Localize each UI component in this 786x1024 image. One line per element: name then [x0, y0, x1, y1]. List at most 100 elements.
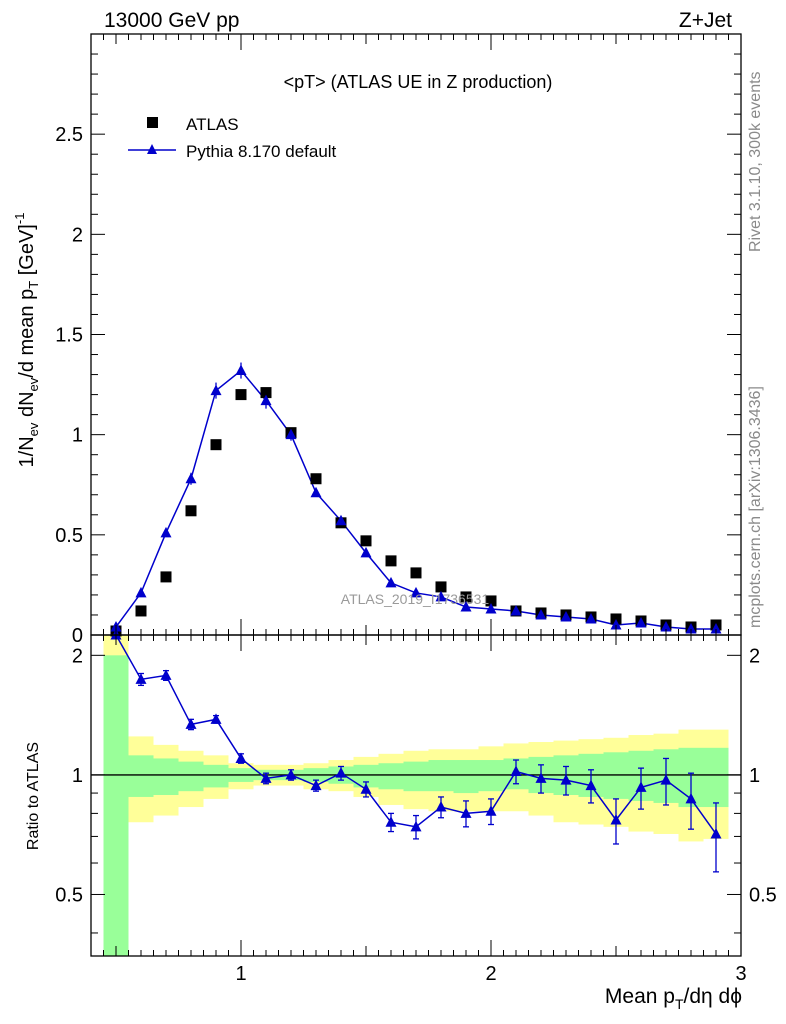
- ratio-point: [160, 669, 172, 680]
- ratio-point: [360, 783, 372, 794]
- ratio-point: [385, 816, 397, 827]
- pythia-point: [710, 622, 722, 634]
- svg-text:1/Nev dNev/d mean pT [GeV]-1: 1/Nev dNev/d mean pT [GeV]-1: [12, 213, 41, 468]
- header-right: Z+Jet: [679, 9, 732, 32]
- band-inner: [403, 761, 429, 792]
- atlas-point: [235, 389, 247, 401]
- ratio-point: [210, 713, 222, 724]
- atlas-point: [135, 605, 147, 617]
- atlas-point: [160, 571, 172, 583]
- pythia-point: [610, 618, 622, 630]
- ratio-y-tick-label-left: 0.5: [55, 884, 83, 906]
- pythia-point: [485, 602, 497, 614]
- pythia-point: [635, 616, 647, 628]
- ratio-point: [535, 772, 547, 783]
- band-inner: [453, 760, 479, 794]
- pythia-point: [360, 546, 372, 558]
- legend: ATLAS Pythia 8.170 default: [128, 115, 337, 161]
- pythia-point: [285, 428, 297, 440]
- pythia-point: [685, 622, 697, 634]
- band-inner: [378, 763, 404, 790]
- ratio-y-tick-label-right: 2: [749, 645, 760, 667]
- pythia-point: [460, 600, 472, 612]
- pythia-point: [510, 604, 522, 616]
- ratio-point: [585, 779, 597, 791]
- ratio-point: [235, 752, 247, 763]
- band-inner: [153, 758, 179, 795]
- pythia-point: [660, 620, 672, 632]
- pythia-point: [385, 576, 397, 588]
- atlas-point: [310, 473, 322, 485]
- ratio-point: [685, 792, 697, 804]
- ratio-point: [410, 820, 422, 832]
- ratio-point: [635, 781, 647, 792]
- axis-tick-labels: 0 0.5 1 1.5 2 2.5 1 2 3 0.5 0.5 1 1 2 2: [55, 124, 777, 985]
- band-inner: [603, 752, 629, 799]
- pythia-point: [410, 586, 422, 598]
- atlas-point: [360, 535, 372, 547]
- pythia-point: [235, 364, 247, 376]
- main-y-tick-label: 2: [72, 224, 83, 246]
- mcplots-label: mcplots.cern.ch [arXiv:1306.3436]: [747, 386, 764, 628]
- ratio-point: [710, 827, 722, 839]
- ratio-point: [660, 774, 672, 785]
- ratio-point: [310, 779, 322, 791]
- x-tick-label: 3: [735, 963, 746, 985]
- ratio-plot-marks: [110, 629, 722, 873]
- legend-atlas-marker: [147, 117, 158, 128]
- ratio-point: [335, 767, 347, 778]
- atlas-point: [460, 591, 472, 603]
- x-axis-title: Mean pT/dη dϕ: [605, 985, 742, 1012]
- atlas-point: [610, 613, 622, 625]
- ratio-point: [260, 772, 272, 783]
- pythia-point: [560, 610, 572, 622]
- pythia-point: [435, 590, 447, 602]
- pythia-point: [185, 472, 197, 484]
- pythia-point: [585, 612, 597, 624]
- watermark: ATLAS_2019_I1736531: [341, 591, 490, 607]
- ratio-y-tick-label-right: 0.5: [749, 884, 777, 906]
- ratio-point: [485, 805, 497, 816]
- legend-atlas-label: ATLAS: [186, 115, 239, 134]
- band-inner: [178, 761, 204, 792]
- band-inner: [478, 760, 504, 792]
- atlas-point: [260, 387, 272, 399]
- x-tick-label: 1: [235, 963, 246, 985]
- band-inner: [353, 764, 379, 788]
- band-inner: [428, 760, 454, 792]
- atlas-point: [410, 567, 422, 579]
- ratio-point: [560, 774, 572, 785]
- ratio-y-tick-label-right: 1: [749, 765, 760, 787]
- band-inner: [703, 747, 729, 808]
- plot-title: <pT> (ATLAS UE in Z production): [284, 72, 553, 92]
- ratio-point: [435, 801, 447, 812]
- atlas-point: [485, 595, 497, 607]
- main-y-tick-label: 1.5: [55, 325, 83, 347]
- ratio-point: [285, 768, 297, 780]
- main-y-tick-label: 2.5: [55, 124, 83, 146]
- legend-pythia-marker: [147, 144, 157, 154]
- axis-ticks: [91, 34, 741, 956]
- main-y-tick-label: 1: [72, 425, 83, 447]
- atlas-point: [210, 439, 222, 451]
- pythia-point: [310, 486, 322, 498]
- ratio-y-tick-label-left: 1: [72, 765, 83, 787]
- band-inner: [103, 655, 129, 956]
- y-axis-title-ratio: Ratio to ATLAS: [25, 742, 42, 850]
- y-axis-title-main: 1/Nev dNev/d mean pT [GeV]-1: [12, 213, 41, 468]
- pythia-point: [160, 526, 172, 538]
- ratio-point: [460, 807, 472, 818]
- ratio-y-tick-label-left: 2: [72, 645, 83, 667]
- ratio-point: [185, 718, 197, 729]
- pythia-point: [210, 384, 222, 396]
- atlas-point: [385, 555, 397, 567]
- header-left: 13000 GeV pp: [104, 9, 239, 32]
- pythia-point: [335, 514, 347, 526]
- atlas-point: [185, 505, 197, 517]
- main-y-tick-label: 0: [72, 625, 83, 647]
- band-inner: [203, 764, 229, 788]
- main-y-tick-label: 0.5: [55, 525, 83, 547]
- band-inner: [128, 755, 154, 797]
- x-tick-label: 2: [485, 963, 496, 985]
